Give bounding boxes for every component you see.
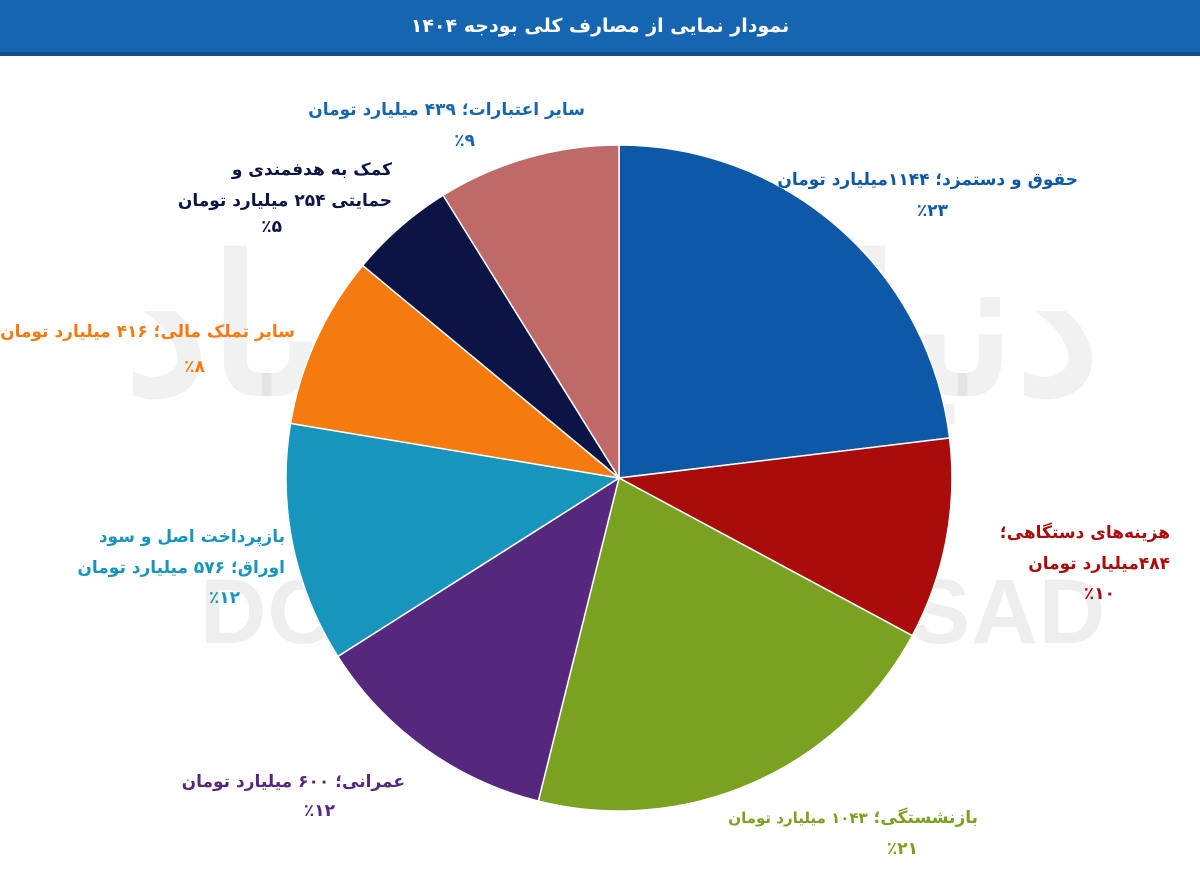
label-bazneshastegi-pct: ٪۲۱ — [886, 839, 918, 860]
pie-slice-tamalok — [289, 264, 622, 480]
label-sayer-pct: ٪۹ — [454, 131, 475, 152]
label-hazineh-text: هزینه‌های دستگاهی؛ — [999, 523, 1170, 543]
label-tamalok: سایر تملک مالی؛ ۴۱۶ میلیارد تومان ٪۸ — [0, 322, 295, 379]
label-tamalok-text: سایر تملک مالی؛ ۴۱۶ میلیارد تومان — [0, 322, 295, 342]
label-bazpardakht-text: بازپرداخت اصل و سود — [98, 527, 285, 547]
pie-slice-hazineh — [616, 437, 953, 637]
label-bazneshastegi-amount: ۱۰۴۳ میلیارد تومان — [728, 809, 868, 827]
label-komak-amount: حمایتی ۲۵۴ میلیارد تومان — [177, 191, 392, 212]
label-sayer-text: سایر اعتبارات؛ ۴۳۹ میلیارد تومان — [308, 100, 585, 120]
pie-slice-omrani — [336, 476, 621, 802]
label-bazpardakht-pct: ٪۱۲ — [208, 587, 240, 608]
label-hazineh-pct: ٪۱۰ — [1083, 583, 1115, 604]
pie-slice-bazneshastegi — [537, 476, 914, 812]
header-divider — [0, 52, 1200, 56]
label-omrani-pct: ٪۱۲ — [303, 801, 335, 822]
label-hoghough: حقوق و دستمزد؛ ۱۱۴۴میلیارد تومان ٪۲۳ — [777, 170, 1078, 223]
chart-title: نمودار نمایی از مصارف کلی بودجه ۱۴۰۴ — [410, 15, 790, 37]
label-omrani-text: عمرانی؛ ۶۰۰ میلیارد تومان — [181, 772, 405, 792]
pie-slice-hoghough — [618, 144, 951, 479]
label-komak-text: کمک به هدفمندی و — [231, 160, 392, 180]
label-hazineh: هزینه‌های دستگاهی؛ ۴۸۴میلیارد تومان ٪۱۰ — [1000, 523, 1170, 605]
label-bazpardakht: بازپرداخت اصل و سود اوراق؛ ۵۷۶ میلیارد ت… — [77, 527, 285, 609]
label-bazpardakht-amount: اوراق؛ ۵۷۶ میلیارد تومان — [77, 558, 285, 579]
chart-header: نمودار نمایی از مصارف کلی بودجه ۱۴۰۴ — [0, 0, 1200, 52]
label-hazineh-amount: ۴۸۴میلیارد تومان — [1028, 554, 1170, 575]
label-tamalok-pct: ٪۸ — [184, 357, 205, 378]
pie-slice-sayer — [442, 144, 620, 481]
label-komak: کمک به هدفمندی و حمایتی ۲۵۴ میلیارد توما… — [178, 160, 392, 238]
label-komak-pct: ٪۵ — [261, 216, 282, 237]
label-hoghough-pct: ٪۲۳ — [916, 201, 948, 222]
label-sayer: سایر اعتبارات؛ ۴۳۹ میلیارد تومان ٪۹ — [308, 100, 585, 153]
label-omrani: عمرانی؛ ۶۰۰ میلیارد تومان ٪۱۲ — [182, 772, 405, 823]
pie-slice-bazpardakht — [285, 422, 622, 658]
label-bazneshastegi-text: بازنشستگی؛ — [867, 808, 978, 828]
label-hoghough-text: حقوق و دستمزد؛ ۱۱۴۴میلیارد تومان — [777, 170, 1078, 190]
label-bazneshastegi: بازنشستگی؛ ۱۰۴۳ میلیارد تومان ٪۲۱ — [728, 808, 978, 861]
